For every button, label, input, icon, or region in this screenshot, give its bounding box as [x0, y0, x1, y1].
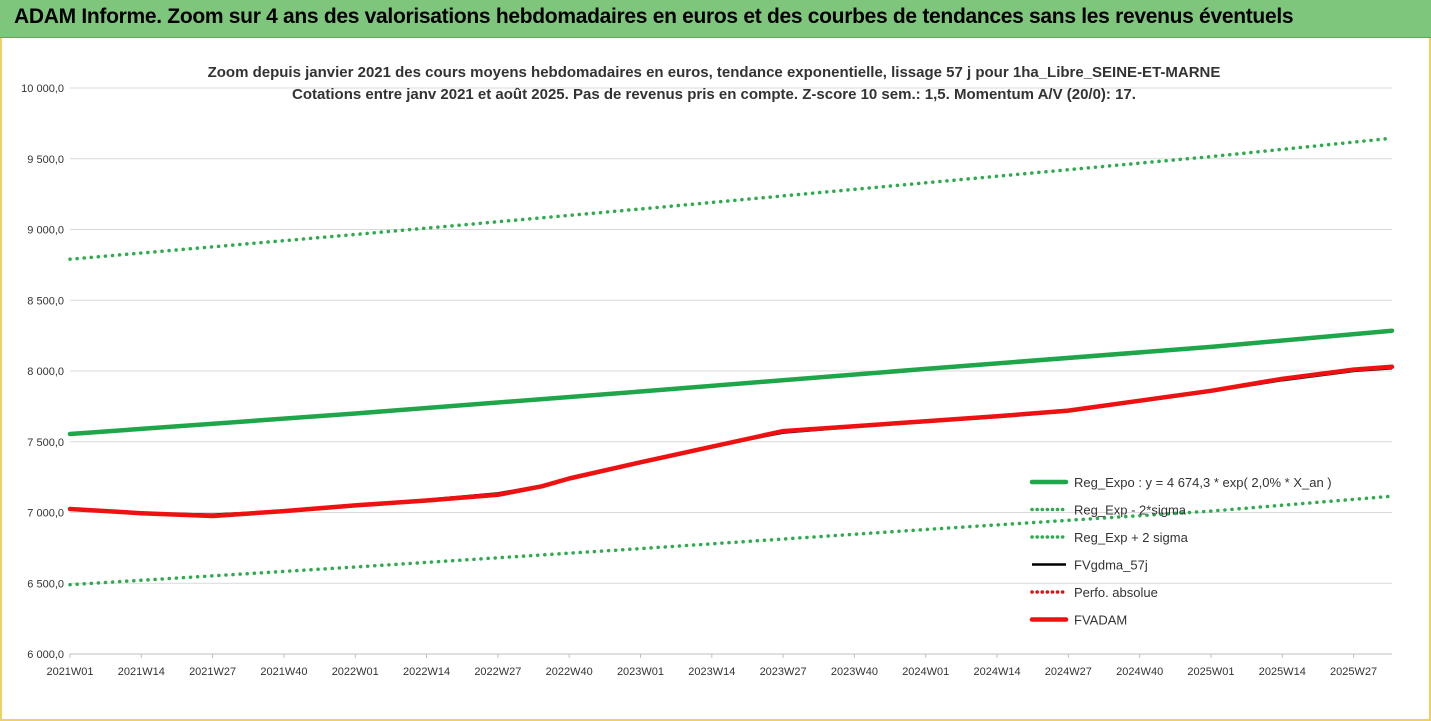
line-chart: Zoom depuis janvier 2021 des cours moyen…: [21, 64, 1395, 678]
series-line-5: [67, 364, 1395, 519]
x-tick-label: 2023W27: [760, 666, 807, 678]
x-tick-label: 2022W01: [332, 666, 379, 678]
report-banner: ADAM Informe. Zoom sur 4 ans des valoris…: [0, 0, 1431, 38]
x-tick-label: 2024W40: [1116, 666, 1163, 678]
x-tick-label: 2023W40: [831, 666, 878, 678]
report-banner-title: ADAM Informe. Zoom sur 4 ans des valoris…: [14, 5, 1294, 28]
x-tick-label: 2024W01: [902, 666, 949, 678]
x-tick-label: 2022W14: [403, 666, 450, 678]
x-tick-label: 2022W40: [546, 666, 593, 678]
legend-entry: Reg_Expo : y = 4 674,3 * exp( 2,0% * X_a…: [1074, 475, 1332, 490]
chart-frame: Zoom depuis janvier 2021 des cours moyen…: [0, 38, 1431, 721]
series-line-1: [68, 494, 1394, 587]
y-tick-label: 10 000,0: [21, 83, 64, 95]
y-tick-label: 7 000,0: [27, 508, 64, 520]
x-axis: 2021W01 2021W14 2021W27 2021W40 2022W01 2022W…: [46, 653, 1392, 678]
y-tick-label: 7 500,0: [27, 437, 64, 449]
x-tick-label: 2021W40: [260, 666, 307, 678]
x-tick-label: 2024W14: [973, 666, 1020, 678]
x-tick-label: 2023W14: [688, 666, 735, 678]
x-tick-label: 2021W14: [118, 666, 165, 678]
legend: Reg_Expo : y = 4 674,3 * exp( 2,0% * X_a…: [1029, 475, 1332, 628]
grid-lines: [70, 87, 1392, 655]
y-tick-label: 9 500,0: [27, 154, 64, 166]
x-tick-label: 2022W27: [474, 666, 521, 678]
series-line-2: [68, 136, 1394, 261]
series-line-0: [67, 328, 1395, 437]
x-tick-label: 2023W01: [617, 666, 664, 678]
legend-entry: Reg_Exp + 2 sigma: [1074, 530, 1189, 545]
legend-entry: FVADAM: [1074, 613, 1127, 628]
x-tick-label: 2024W27: [1045, 666, 1092, 678]
y-tick-label: 6 000,0: [27, 649, 64, 661]
x-tick-label: 2021W27: [189, 666, 236, 678]
series-lines: [67, 136, 1395, 587]
x-tick-label: 2025W01: [1187, 666, 1234, 678]
legend-entry: Perfo. absolue: [1074, 585, 1158, 600]
legend-entry: Reg_Exp - 2*sigma: [1074, 503, 1187, 518]
y-tick-label: 8 000,0: [27, 366, 64, 378]
y-axis: 6 000,0 6 500,0 7 000,0 7 500,0 8 000,0 8 500…: [21, 83, 64, 661]
x-tick-label: 2021W01: [46, 666, 93, 678]
y-tick-label: 9 000,0: [27, 225, 64, 237]
x-tick-label: 2025W14: [1259, 666, 1306, 678]
chart-title-line-2: Cotations entre janv 2021 et août 2025. …: [292, 86, 1136, 103]
y-tick-label: 8 500,0: [27, 295, 64, 307]
x-tick-label: 2025W27: [1330, 666, 1377, 678]
y-tick-label: 6 500,0: [27, 578, 64, 590]
chart-title: Zoom depuis janvier 2021 des cours moyen…: [208, 64, 1221, 103]
legend-entry: FVgdma_57j: [1074, 558, 1148, 573]
chart-title-line-1: Zoom depuis janvier 2021 des cours moyen…: [208, 64, 1221, 81]
